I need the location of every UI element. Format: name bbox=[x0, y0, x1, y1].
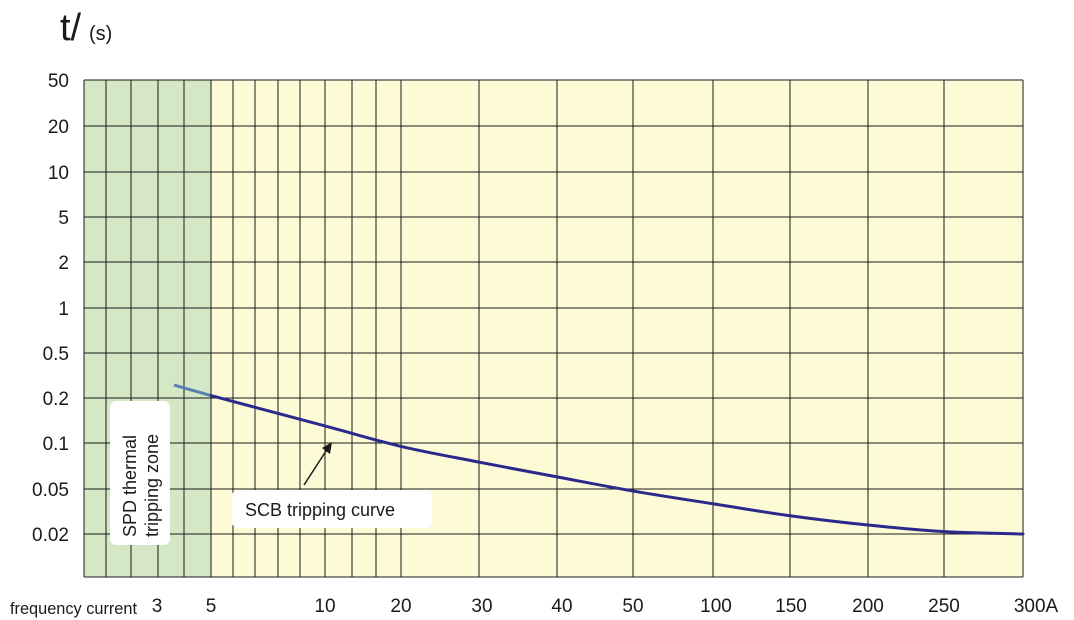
curve-label-text: SCB tripping curve bbox=[245, 500, 395, 520]
curve-point bbox=[478, 461, 481, 464]
x-tick-label: 200 bbox=[852, 596, 884, 617]
x-tick-label: 150 bbox=[775, 596, 807, 617]
curve-start-segment bbox=[173, 383, 212, 398]
x-tick-label: 5 bbox=[206, 596, 217, 617]
y-tick-label: 5 bbox=[58, 208, 69, 229]
y-tick-label: 2 bbox=[58, 253, 69, 274]
zone-label-box bbox=[110, 401, 170, 545]
x-tick-label: 40 bbox=[551, 596, 572, 617]
curve-point bbox=[789, 514, 792, 517]
x-tick-label: 100 bbox=[700, 596, 732, 617]
curve-point bbox=[712, 502, 715, 505]
scb-tripping-curve bbox=[209, 394, 1025, 536]
x-tick-label: 250 bbox=[928, 596, 960, 617]
zone-label: SPD thermal tripping zone bbox=[110, 401, 170, 545]
curve-point bbox=[1022, 533, 1025, 536]
y-tick-label: 0.02 bbox=[32, 525, 69, 546]
curve-point bbox=[173, 384, 176, 387]
y-tick-label: 10 bbox=[48, 163, 69, 184]
curve-label-arrow-line bbox=[303, 447, 329, 486]
plot-background bbox=[84, 80, 1023, 577]
x-axis-prefix: frequency current bbox=[10, 599, 137, 618]
y-tick-labels: 50 20 10 5 2 1 0.5 0.2 0.1 0.05 0.02 bbox=[32, 71, 69, 546]
y-tick-label: 0.05 bbox=[32, 480, 69, 501]
x-tick-label: 30 bbox=[471, 596, 492, 617]
curve-point bbox=[867, 524, 870, 527]
y-axis-label: t/ bbox=[60, 7, 82, 49]
curve-point bbox=[556, 475, 559, 478]
y-axis-unit: (s) bbox=[89, 23, 112, 45]
curve-label: SCB tripping curve bbox=[232, 442, 432, 528]
curve-label-arrow-head bbox=[322, 442, 332, 454]
y-tick-label: 0.2 bbox=[43, 389, 69, 410]
x-tick-label: 3 bbox=[152, 596, 163, 617]
y-tick-label: 50 bbox=[48, 71, 69, 92]
curve-group bbox=[173, 383, 1025, 536]
x-tick-labels: 3 5 10 20 30 40 50 100 150 200 250 300A bbox=[152, 596, 1059, 617]
x-tick-label: 10 bbox=[314, 596, 335, 617]
curve-point bbox=[324, 424, 327, 427]
x-tick-label: 300A bbox=[1014, 596, 1059, 617]
x-tick-label: 50 bbox=[622, 596, 643, 617]
y-tick-label: 1 bbox=[58, 299, 69, 320]
curve-point bbox=[943, 530, 946, 533]
curve-label-box bbox=[232, 490, 432, 528]
x-tick-label: 20 bbox=[390, 596, 411, 617]
y-tick-label: 20 bbox=[48, 117, 69, 138]
curve-point bbox=[400, 445, 403, 448]
zone-label-line1: SPD thermal bbox=[120, 435, 140, 537]
y-tick-label: 0.5 bbox=[43, 344, 69, 365]
y-tick-label: 0.1 bbox=[43, 434, 69, 455]
curve-point bbox=[632, 490, 635, 493]
curve-point bbox=[210, 394, 213, 397]
zone-label-line2: tripping zone bbox=[142, 434, 162, 537]
